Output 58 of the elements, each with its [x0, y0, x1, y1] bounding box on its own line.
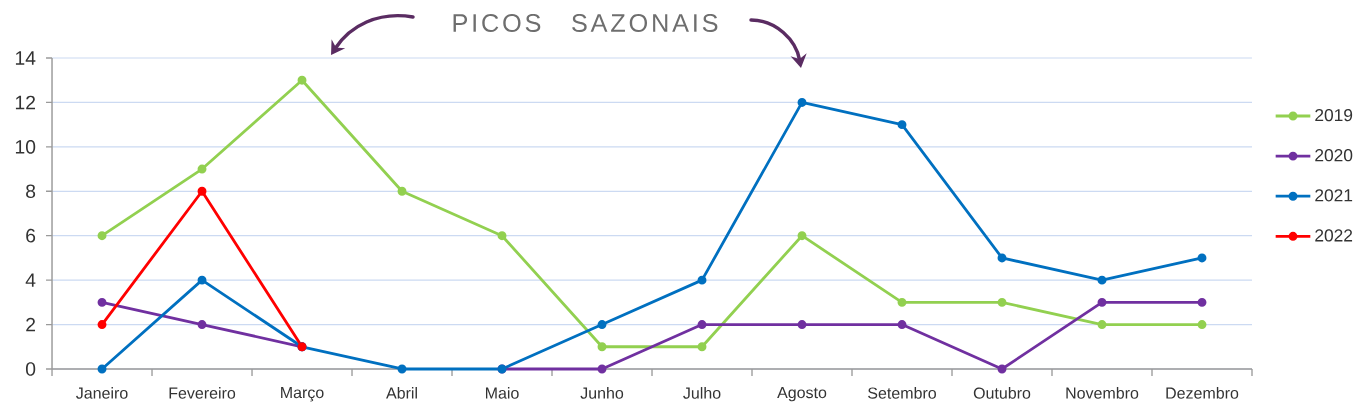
point	[1097, 275, 1107, 285]
point	[97, 320, 107, 330]
x-tick-label: Maio	[485, 387, 519, 399]
y-tick-label: 12	[15, 95, 36, 110]
point	[397, 186, 407, 196]
point	[797, 320, 807, 330]
legend-label: 2019	[1315, 108, 1353, 122]
x-tick-label: Abril	[386, 387, 417, 399]
legend-label: 2020	[1315, 149, 1353, 162]
y-tick-label: 8	[26, 184, 36, 199]
y-tick-label: 10	[15, 140, 36, 154]
point	[97, 231, 107, 241]
point	[897, 297, 907, 307]
point	[897, 320, 907, 330]
point	[197, 186, 207, 196]
legend-label: 2021	[1315, 189, 1353, 202]
x-tick-label: Janeiro	[76, 387, 128, 399]
point	[1097, 297, 1107, 307]
x-tick-label: Março	[281, 387, 324, 402]
point	[297, 75, 307, 85]
y-tick-label: 2	[26, 317, 36, 332]
point	[597, 364, 607, 374]
y-tick-label: 0	[25, 362, 36, 376]
point	[897, 120, 907, 130]
point	[497, 231, 507, 241]
point	[697, 275, 707, 285]
point	[997, 364, 1007, 374]
point	[397, 364, 407, 374]
point	[197, 320, 207, 330]
x-tick-label: Dezembro	[1166, 387, 1239, 399]
x-tick-label: Agosto	[777, 387, 827, 402]
point	[1197, 297, 1207, 307]
point	[797, 97, 807, 107]
x-tick-label: Novembro	[1066, 387, 1139, 399]
point	[1097, 320, 1107, 330]
point	[697, 342, 707, 352]
point	[197, 164, 207, 174]
point	[197, 275, 207, 285]
point	[797, 231, 807, 241]
x-tick-label: Julho	[683, 387, 721, 399]
x-tick-label: Outubro	[973, 387, 1031, 399]
point	[97, 297, 107, 307]
y-tick-label: 6	[26, 228, 36, 243]
point	[1197, 253, 1207, 263]
point	[1197, 320, 1207, 330]
x-tick-label: Fevereiro	[169, 387, 236, 399]
point	[997, 297, 1007, 307]
x-tick-label: Junho	[580, 387, 624, 399]
point	[997, 253, 1007, 263]
y-tick-label: 14	[15, 51, 36, 65]
point	[97, 364, 107, 374]
y-tick-label: 4	[25, 273, 36, 287]
point	[697, 320, 707, 330]
legend-label: 2022	[1315, 229, 1353, 242]
x-tick-label: Setembro	[868, 387, 936, 399]
point	[597, 320, 607, 330]
point	[597, 342, 607, 352]
chart-title: PICOS SAZONAIS	[453, 14, 718, 32]
